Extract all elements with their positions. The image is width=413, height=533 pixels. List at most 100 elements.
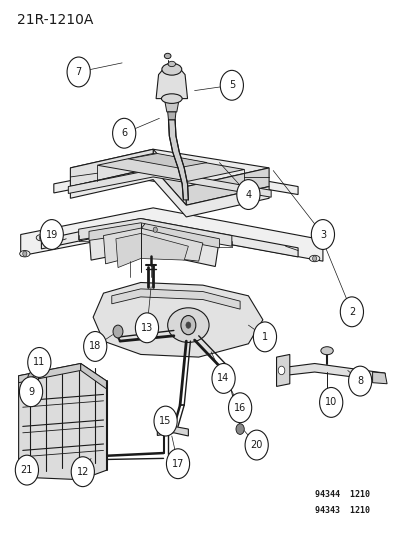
Circle shape xyxy=(39,235,43,240)
Polygon shape xyxy=(186,168,268,205)
Circle shape xyxy=(40,220,63,249)
Polygon shape xyxy=(97,154,244,181)
Polygon shape xyxy=(164,99,179,112)
Circle shape xyxy=(31,376,35,381)
Circle shape xyxy=(83,332,107,361)
Circle shape xyxy=(23,467,31,478)
Polygon shape xyxy=(276,354,289,386)
Text: 11: 11 xyxy=(33,358,45,367)
Polygon shape xyxy=(54,163,297,195)
Circle shape xyxy=(135,313,158,343)
Polygon shape xyxy=(167,112,176,120)
Circle shape xyxy=(166,449,189,479)
Text: 5: 5 xyxy=(228,80,235,90)
Polygon shape xyxy=(156,64,187,99)
Text: 14: 14 xyxy=(217,374,229,383)
Text: 15: 15 xyxy=(159,416,171,426)
Polygon shape xyxy=(78,219,231,246)
Text: 13: 13 xyxy=(140,323,153,333)
Circle shape xyxy=(67,57,90,87)
Ellipse shape xyxy=(164,53,171,59)
Text: 16: 16 xyxy=(233,403,246,413)
Text: 17: 17 xyxy=(171,459,184,469)
Text: 7: 7 xyxy=(75,67,82,77)
Polygon shape xyxy=(70,149,268,187)
Polygon shape xyxy=(81,364,107,389)
Polygon shape xyxy=(168,120,188,200)
Polygon shape xyxy=(116,233,188,268)
Circle shape xyxy=(228,393,251,423)
Circle shape xyxy=(52,229,59,238)
Circle shape xyxy=(112,118,135,148)
Text: 2: 2 xyxy=(348,307,354,317)
Circle shape xyxy=(185,322,190,328)
Text: 19: 19 xyxy=(45,230,58,239)
Circle shape xyxy=(325,398,328,402)
Text: 94343  1210: 94343 1210 xyxy=(314,506,369,515)
Polygon shape xyxy=(89,223,219,248)
Text: 20: 20 xyxy=(250,440,262,450)
Text: 94344  1210: 94344 1210 xyxy=(314,490,369,499)
Ellipse shape xyxy=(161,63,181,75)
Circle shape xyxy=(159,413,167,424)
Circle shape xyxy=(180,316,195,335)
Text: 21R-1210A: 21R-1210A xyxy=(17,13,93,27)
Polygon shape xyxy=(112,289,240,309)
Polygon shape xyxy=(93,282,262,357)
Circle shape xyxy=(113,325,123,338)
Ellipse shape xyxy=(36,235,46,241)
Circle shape xyxy=(319,387,342,417)
Circle shape xyxy=(348,366,371,396)
Text: 18: 18 xyxy=(89,342,101,351)
Polygon shape xyxy=(103,228,202,264)
Circle shape xyxy=(312,256,316,261)
Circle shape xyxy=(211,364,235,393)
Polygon shape xyxy=(157,426,188,436)
Polygon shape xyxy=(68,169,271,197)
Text: 9: 9 xyxy=(28,387,34,397)
Circle shape xyxy=(235,424,244,434)
Ellipse shape xyxy=(52,237,59,243)
Text: 21: 21 xyxy=(21,465,33,475)
Ellipse shape xyxy=(19,251,30,257)
Polygon shape xyxy=(153,149,186,205)
Polygon shape xyxy=(19,364,107,480)
Circle shape xyxy=(19,377,43,407)
Polygon shape xyxy=(70,149,153,187)
Circle shape xyxy=(339,297,363,327)
Text: 1: 1 xyxy=(261,332,267,342)
Ellipse shape xyxy=(309,255,319,262)
Ellipse shape xyxy=(168,61,175,67)
Ellipse shape xyxy=(320,346,332,355)
Polygon shape xyxy=(19,364,81,383)
Polygon shape xyxy=(41,219,297,257)
Polygon shape xyxy=(89,223,219,266)
Ellipse shape xyxy=(150,227,160,233)
Circle shape xyxy=(278,366,284,375)
Text: 4: 4 xyxy=(245,190,251,199)
Ellipse shape xyxy=(167,308,209,342)
Circle shape xyxy=(321,393,331,406)
Circle shape xyxy=(153,227,157,232)
Text: 3: 3 xyxy=(319,230,325,239)
Circle shape xyxy=(253,322,276,352)
Text: 8: 8 xyxy=(356,376,362,386)
Ellipse shape xyxy=(161,94,182,103)
Circle shape xyxy=(311,220,334,249)
Circle shape xyxy=(71,457,94,487)
Circle shape xyxy=(28,372,38,385)
Polygon shape xyxy=(70,168,268,217)
Circle shape xyxy=(220,70,243,100)
Text: 10: 10 xyxy=(324,398,337,407)
Circle shape xyxy=(15,455,38,485)
Polygon shape xyxy=(21,208,322,261)
Polygon shape xyxy=(372,372,386,384)
Circle shape xyxy=(23,251,27,256)
Circle shape xyxy=(28,348,51,377)
Circle shape xyxy=(244,430,268,460)
Text: 12: 12 xyxy=(76,467,89,477)
Polygon shape xyxy=(281,364,384,381)
Circle shape xyxy=(154,406,177,436)
Circle shape xyxy=(236,180,259,209)
Polygon shape xyxy=(128,154,206,168)
